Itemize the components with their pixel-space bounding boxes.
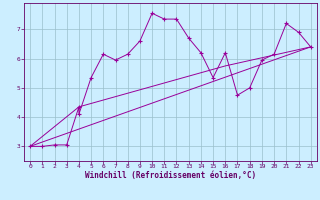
X-axis label: Windchill (Refroidissement éolien,°C): Windchill (Refroidissement éolien,°C) — [85, 171, 256, 180]
